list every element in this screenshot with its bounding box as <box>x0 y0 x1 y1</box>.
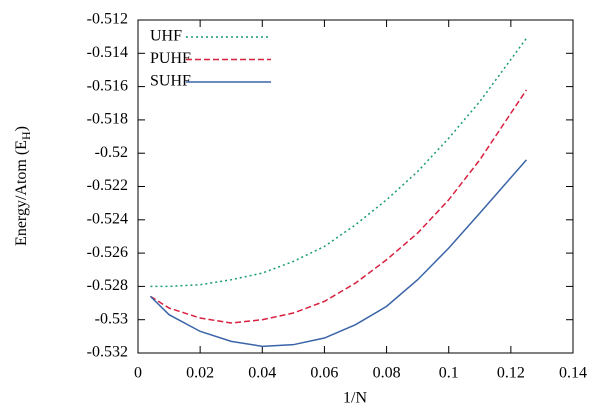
legend-label: PUHF <box>150 50 191 67</box>
series-line <box>150 37 527 288</box>
y-tick-label: -0.522 <box>87 177 128 194</box>
series-line <box>149 159 527 348</box>
y-tick-label: -0.526 <box>87 244 128 261</box>
y-tick-label: -0.52 <box>95 144 128 161</box>
series-line <box>150 89 528 324</box>
y-label-text: Energy/Atom (E <box>13 140 30 246</box>
y-tick-label: -0.518 <box>87 111 128 128</box>
y-tick-label: -0.532 <box>87 344 128 361</box>
legend-label: SUHF <box>150 73 191 90</box>
y-tick-label: -0.516 <box>87 77 128 94</box>
x-tick-label: 0.14 <box>559 365 587 382</box>
y-label-subscript: H <box>19 131 33 140</box>
y-label-close: ) <box>13 126 30 131</box>
plot-frame <box>137 19 574 354</box>
x-axis-label: 1/N <box>343 390 367 407</box>
y-tick-label: -0.524 <box>87 210 128 227</box>
x-tick-label: 0.06 <box>310 365 338 382</box>
y-tick-label: -0.514 <box>87 44 128 61</box>
x-tick-label: 0.12 <box>497 365 525 382</box>
x-tick-label: 0.08 <box>373 365 401 382</box>
x-tick-label: 0.1 <box>439 365 459 382</box>
x-tick-label: 0.02 <box>186 365 214 382</box>
y-axis-label: Energy/Atom (EH) <box>13 126 33 246</box>
y-tick-label: -0.528 <box>87 277 128 294</box>
x-tick-label: 0 <box>134 365 142 382</box>
x-tick-label: 0.04 <box>248 365 276 382</box>
y-tick-label: -0.53 <box>95 310 128 327</box>
legend-label: UHF <box>150 28 182 45</box>
y-tick-label: -0.512 <box>87 11 128 28</box>
